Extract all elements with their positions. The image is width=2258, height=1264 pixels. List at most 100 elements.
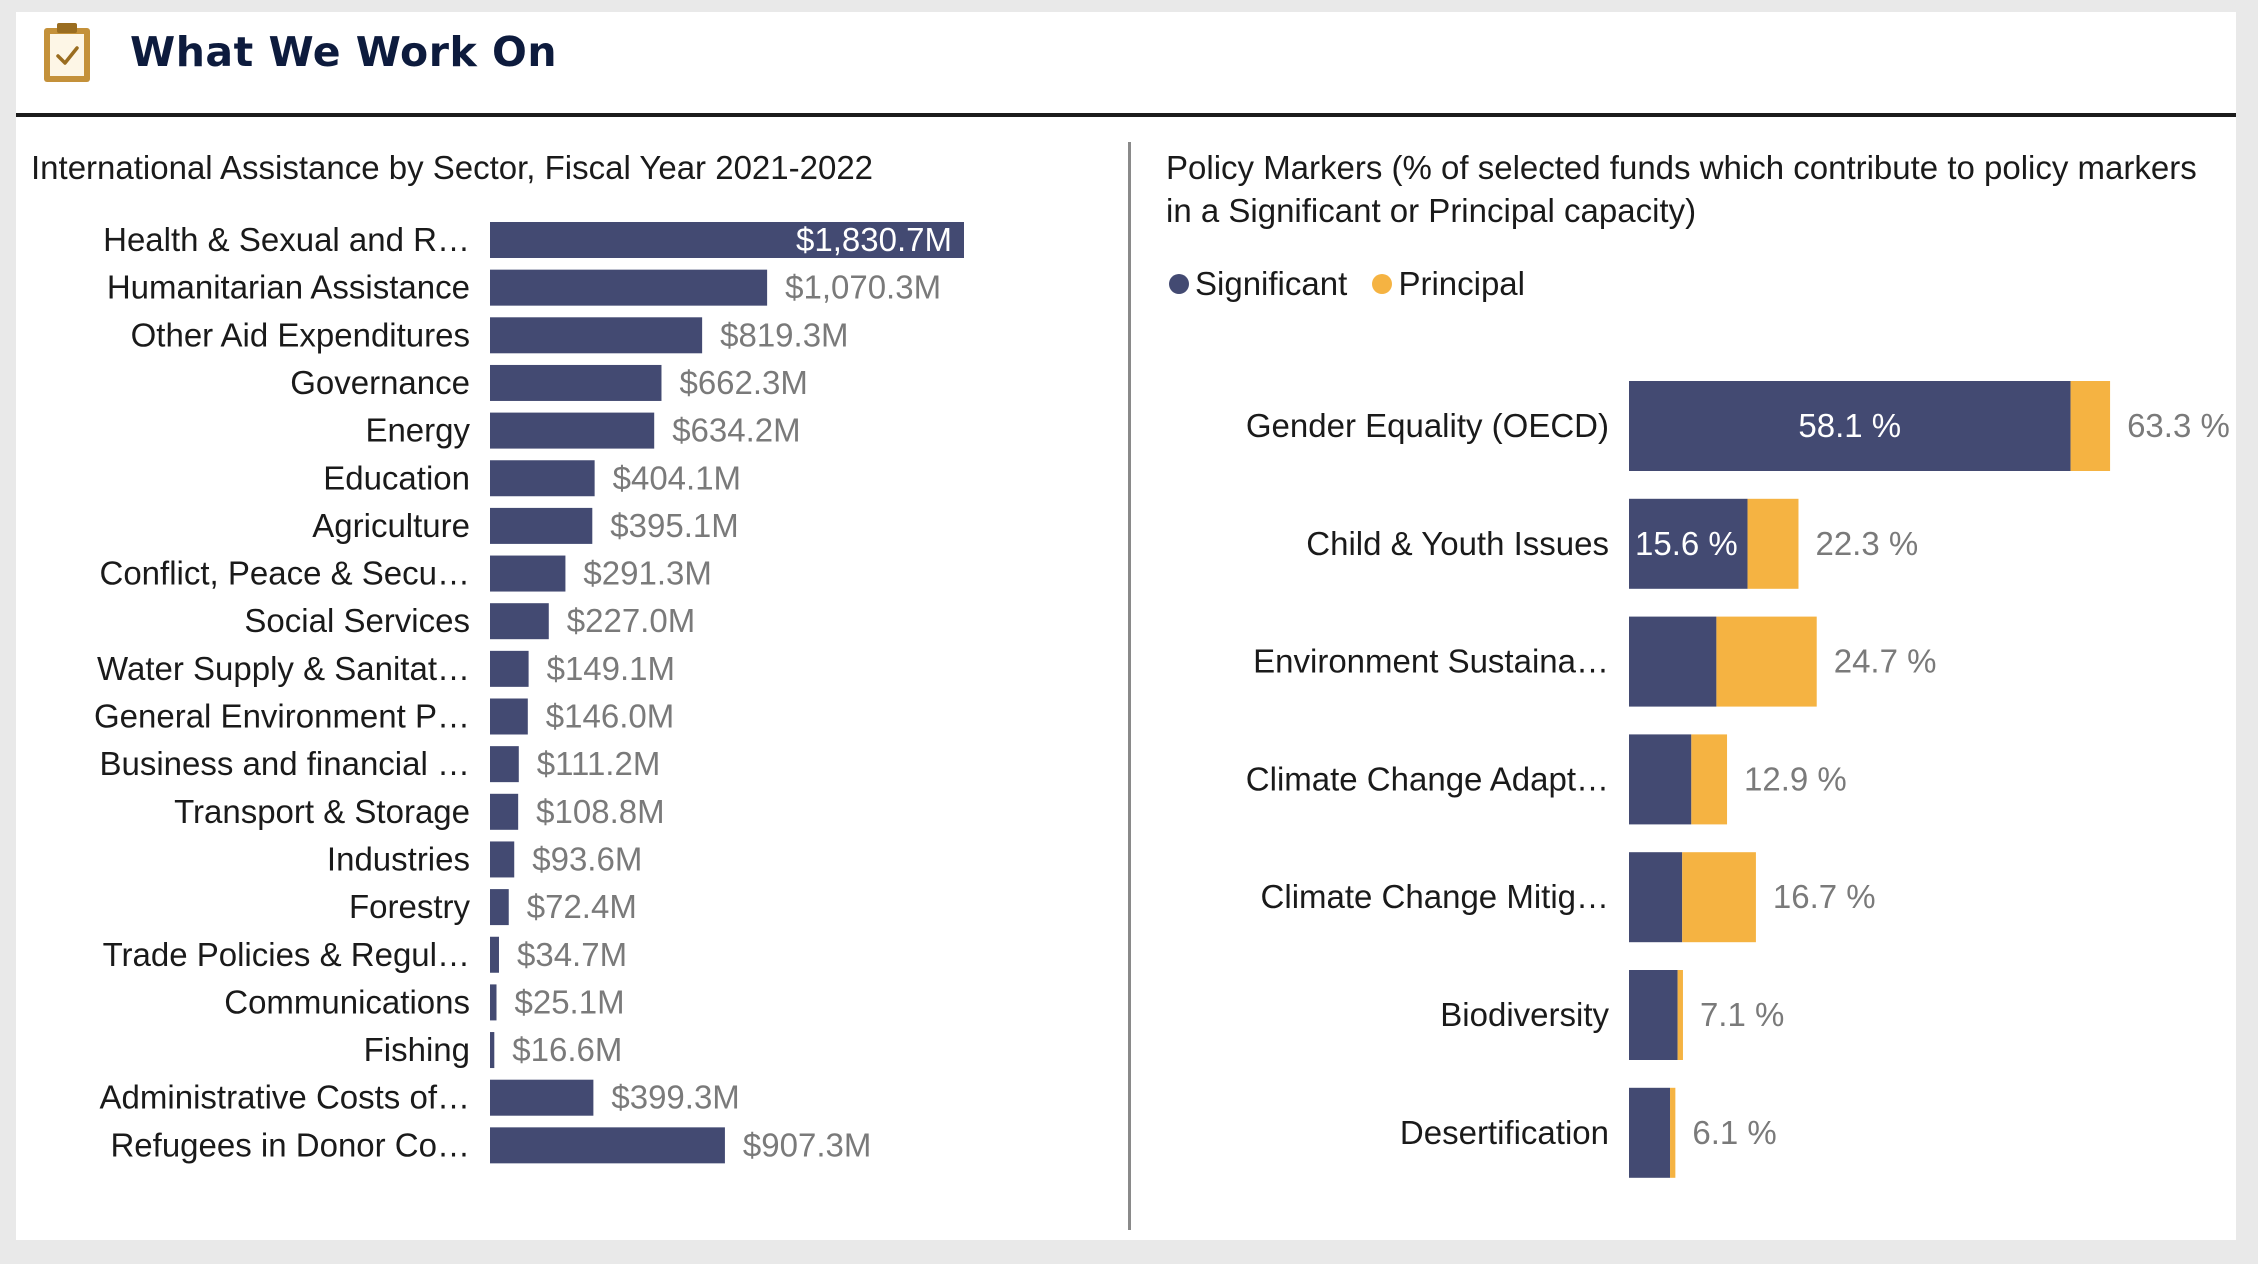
dashboard-card: What We Work On International Assistance…	[16, 12, 2236, 1240]
policy-category-label: Biodiversity	[1440, 996, 1609, 1033]
legend-label-principal: Principal	[1398, 265, 1525, 302]
sector-bar	[490, 317, 703, 354]
sector-bar	[490, 1079, 594, 1116]
sector-value-label: $399.3M	[611, 1079, 739, 1116]
policy-category-label: Gender Equality (OECD)	[1246, 407, 1609, 444]
sector-category-label: Social Services	[244, 602, 470, 639]
sector-category-label: Governance	[290, 364, 470, 401]
policy-total-label: 16.7 %	[1773, 878, 1876, 915]
page-title: What We Work On	[130, 28, 558, 76]
sector-chart-title: International Assistance by Sector, Fisc…	[31, 149, 874, 186]
sector-category-label: Energy	[365, 412, 470, 449]
sector-bar	[490, 507, 593, 544]
sector-value-label: $25.1M	[514, 983, 624, 1020]
policy-category-label: Child & Youth Issues	[1306, 525, 1609, 562]
sector-bar	[490, 984, 497, 1021]
sector-bar	[490, 555, 566, 592]
sector-bar	[490, 841, 515, 878]
sector-category-label: Conflict, Peace & Secu…	[99, 555, 470, 592]
sector-category-label: Fishing	[364, 1031, 470, 1068]
sector-bar	[490, 364, 662, 401]
sector-value-label: $34.7M	[517, 936, 627, 973]
sector-bar	[490, 889, 509, 926]
significant-value-label: 15.6 %	[1635, 525, 1738, 562]
legend-item-principal: Principal	[1372, 265, 1525, 303]
principal-bar-segment	[1682, 852, 1756, 943]
sector-bar	[490, 936, 499, 973]
sector-category-label: Trade Policies & Regul…	[103, 936, 470, 973]
policy-category-label: Climate Change Mitig…	[1261, 878, 1609, 915]
significant-bar-segment	[1629, 734, 1692, 825]
sector-value-label: $111.2M	[537, 745, 661, 782]
principal-bar-segment	[1677, 970, 1683, 1060]
sector-value-label: $404.1M	[613, 459, 741, 496]
policy-total-label: 6.1 %	[1692, 1114, 1776, 1151]
policy-category-label: Climate Change Adapt…	[1246, 760, 1609, 797]
sector-category-label: Forestry	[349, 888, 471, 925]
policy-category-label: Desertification	[1400, 1114, 1609, 1151]
legend-swatch-significant	[1169, 274, 1189, 294]
sector-value-label: $1,830.7M	[796, 221, 952, 258]
legend-label-significant: Significant	[1195, 265, 1348, 302]
sector-bar	[490, 650, 529, 687]
sector-bar	[490, 460, 595, 497]
sector-value-label: $146.0M	[546, 698, 674, 735]
sector-bar	[490, 412, 655, 449]
policy-legend: Significant Principal	[1169, 264, 1541, 303]
sector-value-label: $72.4M	[527, 888, 637, 925]
sector-bar	[490, 1032, 495, 1069]
significant-bar-segment	[1629, 1087, 1671, 1178]
panel-divider	[1128, 142, 1131, 1230]
sector-value-label: $819.3M	[720, 316, 848, 353]
sector-value-label: $227.0M	[567, 602, 695, 639]
significant-bar-segment	[1629, 381, 2071, 471]
sector-bar	[490, 222, 964, 258]
significant-bar-segment	[1629, 852, 1683, 943]
sector-value-label: $662.3M	[679, 364, 807, 401]
principal-bar-segment	[1670, 1087, 1676, 1178]
sector-value-label: $149.1M	[547, 650, 675, 687]
legend-item-significant: Significant	[1169, 265, 1347, 303]
sector-value-label: $395.1M	[610, 507, 738, 544]
sector-value-label: $634.2M	[672, 412, 800, 449]
sector-bar	[490, 1127, 725, 1164]
sector-category-label: Administrative Costs of…	[100, 1079, 470, 1116]
sector-category-label: Education	[323, 459, 470, 496]
sector-category-label: Business and financial …	[99, 745, 470, 782]
sector-value-label: $93.6M	[532, 840, 642, 877]
policy-chart-title: Policy Markers (% of selected funds whic…	[1166, 149, 2197, 229]
sector-category-label: Communications	[224, 983, 470, 1020]
sector-bar	[490, 698, 528, 735]
significant-bar-segment	[1629, 616, 1717, 707]
significant-bar-segment	[1629, 498, 1748, 589]
sector-category-label: Agriculture	[312, 507, 470, 544]
policy-category-label: Environment Sustaina…	[1253, 643, 1609, 680]
principal-bar-segment	[2070, 381, 2111, 471]
sector-bar	[490, 603, 549, 640]
sector-value-label: $16.6M	[512, 1031, 622, 1068]
policy-total-label: 63.3 %	[2127, 407, 2230, 444]
sector-value-label: $907.3M	[743, 1126, 871, 1163]
sector-bar	[490, 793, 519, 830]
header-bar: What We Work On	[16, 12, 2236, 117]
significant-value-label: 58.1 %	[1798, 407, 1901, 444]
sector-value-label: $291.3M	[583, 555, 711, 592]
sector-category-label: Refugees in Donor Co…	[110, 1126, 470, 1163]
sector-category-label: Humanitarian Assistance	[107, 269, 470, 306]
policy-total-label: 24.7 %	[1834, 643, 1937, 680]
sector-bar	[490, 746, 519, 783]
sector-value-label: $1,070.3M	[785, 269, 941, 306]
policy-total-label: 22.3 %	[1815, 525, 1918, 562]
sector-category-label: Industries	[327, 840, 470, 877]
sector-category-label: Water Supply & Sanitat…	[97, 650, 470, 687]
policy-total-label: 7.1 %	[1700, 996, 1784, 1033]
clipboard-check-icon	[44, 23, 90, 82]
significant-bar-segment	[1629, 970, 1678, 1060]
sector-category-label: Other Aid Expenditures	[131, 316, 470, 353]
header-divider	[16, 113, 2236, 117]
legend-swatch-principal	[1372, 274, 1393, 294]
principal-bar-segment	[1747, 498, 1799, 589]
principal-bar-segment	[1691, 734, 1728, 825]
principal-bar-segment	[1716, 616, 1817, 707]
sector-bar-chart: Health & Sexual and R… $1,830.7M Humanitar…	[94, 221, 964, 1164]
